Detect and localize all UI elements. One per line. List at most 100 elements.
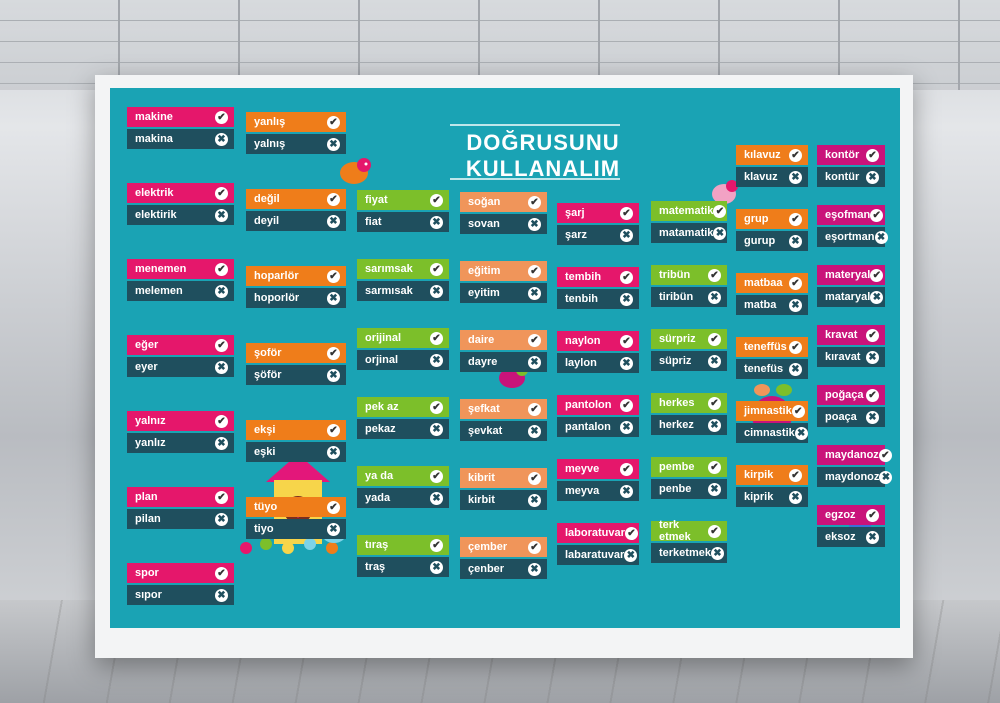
- word-card: yanlış ✔ yalnış ✖: [246, 112, 346, 156]
- cross-icon: ✖: [713, 226, 727, 240]
- wrong-word-row: eyer ✖: [127, 357, 234, 377]
- wrong-word: eyitim: [468, 287, 500, 299]
- word-card: kontör ✔ kontür ✖: [817, 145, 885, 189]
- correct-word-row: matematik ✔: [651, 201, 727, 221]
- correct-word-row: matbaa ✔: [736, 273, 808, 293]
- title-ornament-top: [450, 124, 620, 126]
- word-card: fiyat ✔ fiat ✖: [357, 190, 449, 234]
- check-icon: ✔: [528, 540, 541, 554]
- wrong-word-row: sovan ✖: [460, 214, 547, 234]
- word-card: şarj ✔ şarz ✖: [557, 203, 639, 247]
- cross-icon: ✖: [620, 292, 633, 306]
- correct-word: pantolon: [565, 399, 612, 411]
- wrong-word: dayre: [468, 356, 498, 368]
- word-card: tembih ✔ tenbih ✖: [557, 267, 639, 311]
- correct-word: laboratuvar: [565, 527, 625, 539]
- check-icon: ✔: [878, 448, 892, 462]
- check-icon: ✔: [215, 110, 228, 124]
- correct-word: pembe: [659, 461, 695, 473]
- cross-icon: ✖: [708, 482, 721, 496]
- wrong-word: labaratuvar: [565, 549, 625, 561]
- check-icon: ✔: [789, 276, 802, 290]
- check-icon: ✔: [708, 332, 721, 346]
- check-icon: ✔: [327, 192, 340, 206]
- word-card: tüyo ✔ tiyo ✖: [246, 497, 346, 541]
- cross-icon: ✖: [620, 420, 633, 434]
- cross-icon: ✖: [866, 410, 879, 424]
- correct-word: soğan: [468, 196, 501, 208]
- cross-icon: ✖: [870, 290, 884, 304]
- correct-word: ekşi: [254, 424, 276, 436]
- check-icon: ✔: [708, 268, 721, 282]
- cross-icon: ✖: [789, 298, 802, 312]
- wrong-word-row: mataryal ✖: [817, 287, 885, 307]
- wrong-word-row: tenefüs ✖: [736, 359, 808, 379]
- wrong-word: orjinal: [365, 354, 399, 366]
- correct-word: matematik: [659, 205, 714, 217]
- word-card: şoför ✔ şöför ✖: [246, 343, 346, 387]
- wrong-word-row: yanlız ✖: [127, 433, 234, 453]
- wrong-word-row: penbe ✖: [651, 479, 727, 499]
- word-card: meyve ✔ meyva ✖: [557, 459, 639, 503]
- check-icon: ✔: [215, 414, 228, 428]
- poster-title: DOĞRUSUNU KULLANALIM: [465, 130, 621, 181]
- cross-icon: ✖: [215, 360, 228, 374]
- correct-word: eğitim: [468, 265, 501, 277]
- correct-word-row: laboratuvar ✔: [557, 523, 639, 543]
- wrong-word: tenefüs: [744, 363, 784, 375]
- wrong-word: matamatik: [659, 227, 714, 239]
- cross-icon: ✖: [215, 208, 228, 222]
- check-icon: ✔: [870, 208, 884, 222]
- correct-word: orijinal: [365, 332, 402, 344]
- wrong-word: terketmek: [659, 547, 711, 559]
- wrong-word-row: klavuz ✖: [736, 167, 808, 187]
- correct-word: hoparlör: [254, 270, 299, 282]
- cross-icon: ✖: [327, 522, 340, 536]
- correct-word-row: tıraş ✔: [357, 535, 449, 555]
- correct-word-row: soğan ✔: [460, 192, 547, 212]
- correct-word: menemen: [135, 263, 187, 275]
- check-icon: ✔: [708, 460, 721, 474]
- correct-word: kontör: [825, 149, 860, 161]
- wrong-word-row: fiat ✖: [357, 212, 449, 232]
- cross-icon: ✖: [430, 491, 443, 505]
- cross-icon: ✖: [708, 290, 721, 304]
- cross-icon: ✖: [789, 490, 802, 504]
- wrong-word: tenbih: [565, 293, 598, 305]
- check-icon: ✔: [528, 402, 541, 416]
- wrong-word-row: çenber ✖: [460, 559, 547, 579]
- wrong-word: tiyo: [254, 523, 274, 535]
- cross-icon: ✖: [794, 426, 808, 440]
- correct-word-row: çember ✔: [460, 537, 547, 557]
- wrong-word-row: eşortman ✖: [817, 227, 888, 247]
- correct-word: elektrik: [135, 187, 174, 199]
- cross-icon: ✖: [528, 424, 541, 438]
- correct-word: pek az: [365, 401, 399, 413]
- word-card: değil ✔ deyil ✖: [246, 189, 346, 233]
- word-card: naylon ✔ laylon ✖: [557, 331, 639, 375]
- check-icon: ✔: [430, 262, 443, 276]
- wrong-word: kontür: [825, 171, 860, 183]
- word-card: şefkat ✔ şevkat ✖: [460, 399, 547, 443]
- cross-icon: ✖: [866, 530, 879, 544]
- correct-word-row: şarj ✔: [557, 203, 639, 223]
- correct-word: egzoz: [825, 509, 856, 521]
- wrong-word-row: kıravat ✖: [817, 347, 885, 367]
- wrong-word: yalnış: [254, 138, 286, 150]
- wrong-word-row: pantalon ✖: [557, 417, 639, 437]
- cross-icon: ✖: [789, 234, 802, 248]
- cross-icon: ✖: [620, 228, 633, 242]
- wrong-word: maydonoz: [825, 471, 880, 483]
- correct-word-row: maydanoz ✔: [817, 445, 892, 465]
- check-icon: ✔: [215, 566, 228, 580]
- correct-word-row: pantolon ✔: [557, 395, 639, 415]
- wrong-word-row: yalnış ✖: [246, 134, 346, 154]
- wrong-word: eşki: [254, 446, 276, 458]
- check-icon: ✔: [789, 340, 802, 354]
- cross-icon: ✖: [624, 548, 638, 562]
- wrong-word-row: terketmek ✖: [651, 543, 727, 563]
- wrong-word-row: matamatik ✖: [651, 223, 727, 243]
- check-icon: ✔: [789, 468, 802, 482]
- correct-word-row: kravat ✔: [817, 325, 885, 345]
- correct-word-row: terk etmek ✔: [651, 519, 727, 543]
